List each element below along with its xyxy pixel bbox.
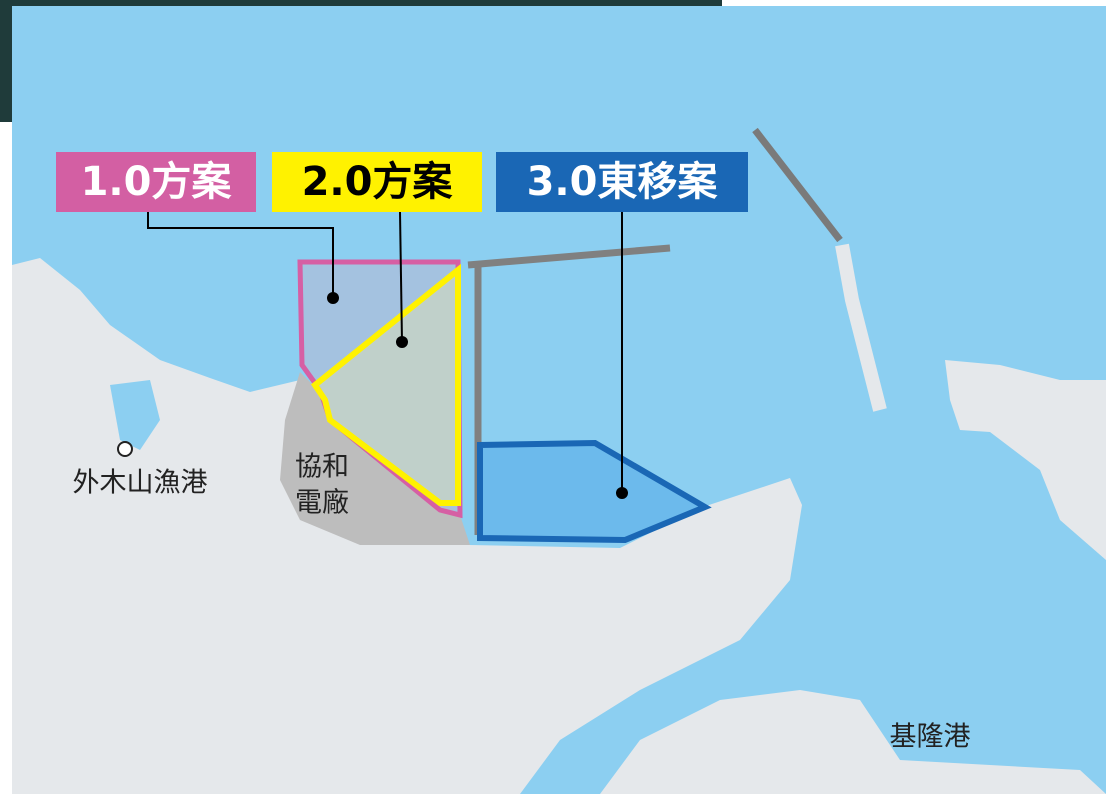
- place-label: 外木山漁港: [73, 468, 208, 499]
- port-marker: [118, 442, 132, 456]
- proposal-label: 3.0東移案: [527, 159, 719, 205]
- place-label: 基隆港: [890, 722, 971, 753]
- place-label: 協和: [295, 452, 349, 483]
- dot: [616, 487, 628, 499]
- page: {"proposals": [{"label": "1.0方案"}, {"lab…: [0, 0, 1106, 794]
- place-label: 電廠: [295, 488, 349, 519]
- dot: [396, 336, 408, 348]
- map: 1.0方案 2.0方案 3.0東移案 外木山漁港 協和 電廠 基隆港: [0, 0, 1106, 794]
- proposal-label: 2.0方案: [302, 159, 454, 205]
- dot: [327, 292, 339, 304]
- proposal-label: 1.0方案: [81, 159, 233, 205]
- edge: [722, 0, 1106, 6]
